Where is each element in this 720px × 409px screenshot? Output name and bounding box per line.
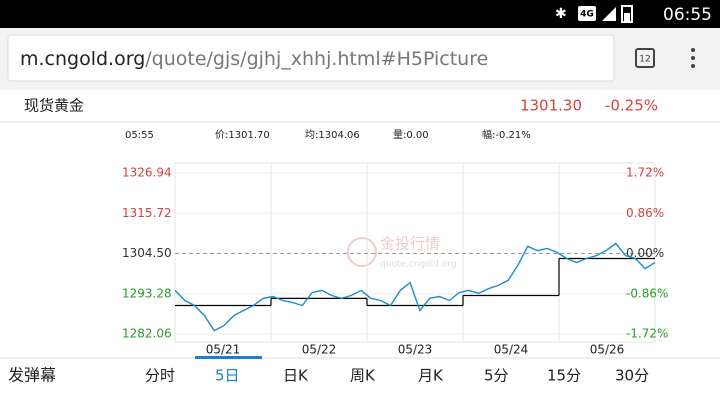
tab[interactable]: 周K: [350, 367, 376, 385]
watermark-logo: [347, 237, 377, 267]
y-tick-label: 1282.06: [122, 327, 172, 341]
tab-count: 12: [639, 55, 650, 65]
tab[interactable]: 发弹幕: [8, 366, 56, 385]
y-tick-label: 1315.72: [122, 206, 172, 220]
x-tick-label: 05/22: [302, 343, 337, 357]
menu-button[interactable]: [691, 48, 695, 68]
watermark: 金投行情 quote.cngold.org: [347, 235, 457, 270]
x-tick-label: 05/26: [590, 343, 625, 357]
x-tick-label: 05/23: [398, 343, 433, 357]
tab-bar: 发弹幕 分时 5日 日K 周K 月K 5分 15分 30分: [8, 356, 649, 385]
bluetooth-icon: ✱: [555, 6, 567, 22]
y2-tick-label: -1.72%: [626, 327, 668, 341]
info-time: 05:55: [125, 130, 154, 141]
clock: 06:55: [663, 5, 712, 25]
info-volume: 量:0.00: [393, 129, 429, 141]
status-bar: [0, 0, 720, 28]
quote-price: 1301.30: [520, 97, 582, 115]
y-tick-label: 1326.94: [122, 166, 172, 180]
battery-level: [624, 13, 630, 21]
tabs-button[interactable]: [635, 48, 655, 68]
info-amplitude: 幅:-0.21%: [482, 128, 531, 141]
tab[interactable]: 日K: [283, 367, 309, 385]
network-badge: [578, 6, 596, 21]
url-path: /quote/gjs/gjhj_xhhj.html#H5Picture: [145, 48, 488, 70]
y-tick-label: 1304.50: [122, 246, 172, 260]
quote-change: -0.25%: [605, 97, 658, 115]
watermark-url: quote.cngold.org: [380, 260, 457, 270]
y2-tick-label: -0.86%: [626, 286, 668, 300]
chart: 1282.06 1293.28 1304.50 1315.72 1326.94 -1.72…: [122, 162, 668, 357]
battery-icon: [621, 5, 633, 23]
watermark-title: 金投行情: [380, 235, 440, 253]
url: m.cngold.org/quote/gjs/gjhj_xhhj.html#H5…: [20, 48, 488, 70]
x-tick-label: 05/21: [206, 343, 241, 357]
price-line: [174, 242, 656, 332]
tab[interactable]: 5分: [484, 367, 509, 385]
tab[interactable]: 分时: [145, 367, 175, 385]
y2-tick-label: 0.00%: [626, 246, 664, 260]
url-host: m.cngold.org: [20, 48, 145, 70]
quote-name: 现货黄金: [24, 97, 84, 115]
x-tick-label: 05/24: [494, 343, 529, 357]
network-type: 4G: [580, 10, 594, 20]
tab[interactable]: 5日: [215, 367, 240, 385]
y2-tick-label: 1.72%: [626, 166, 664, 180]
active-tab-indicator: [195, 356, 262, 359]
signal-icon: [602, 7, 616, 21]
tab[interactable]: 月K: [418, 367, 444, 385]
url-bar[interactable]: [7, 34, 615, 82]
info-price: 价:1301.70: [215, 129, 270, 141]
y2-tick-label: 0.86%: [626, 206, 664, 220]
tab[interactable]: 30分: [615, 367, 649, 385]
tab[interactable]: 15分: [547, 367, 581, 385]
y-tick-label: 1293.28: [122, 286, 172, 300]
info-average: 均:1304.06: [305, 129, 360, 141]
